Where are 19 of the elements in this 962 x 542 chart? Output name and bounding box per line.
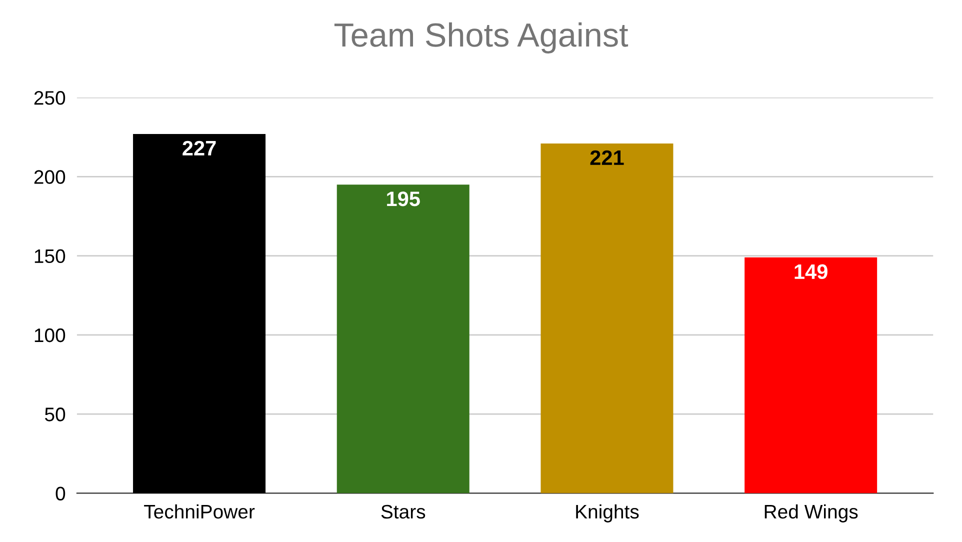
x-tick-label: TechniPower xyxy=(144,504,255,519)
data-label: 221 xyxy=(590,150,624,165)
y-tick-label: 50 xyxy=(45,408,66,422)
x-tick-label: Stars xyxy=(381,504,426,519)
y-tick-label: 150 xyxy=(34,249,66,264)
chart-title: Team Shots Against xyxy=(334,22,628,54)
y-tick-label: 100 xyxy=(34,328,66,342)
bar xyxy=(133,134,266,494)
data-label: 149 xyxy=(794,264,828,280)
data-label: 227 xyxy=(182,140,216,156)
y-tick-label: 200 xyxy=(34,170,66,184)
bar xyxy=(336,184,470,494)
bar xyxy=(540,143,674,494)
data-label: 195 xyxy=(387,191,420,206)
x-tick-label: Knights xyxy=(576,504,639,522)
x-tick-label: Red Wings xyxy=(764,504,858,522)
y-tick-label: 250 xyxy=(34,91,66,105)
bar xyxy=(744,257,878,494)
y-tick-label: 0 xyxy=(56,486,66,500)
